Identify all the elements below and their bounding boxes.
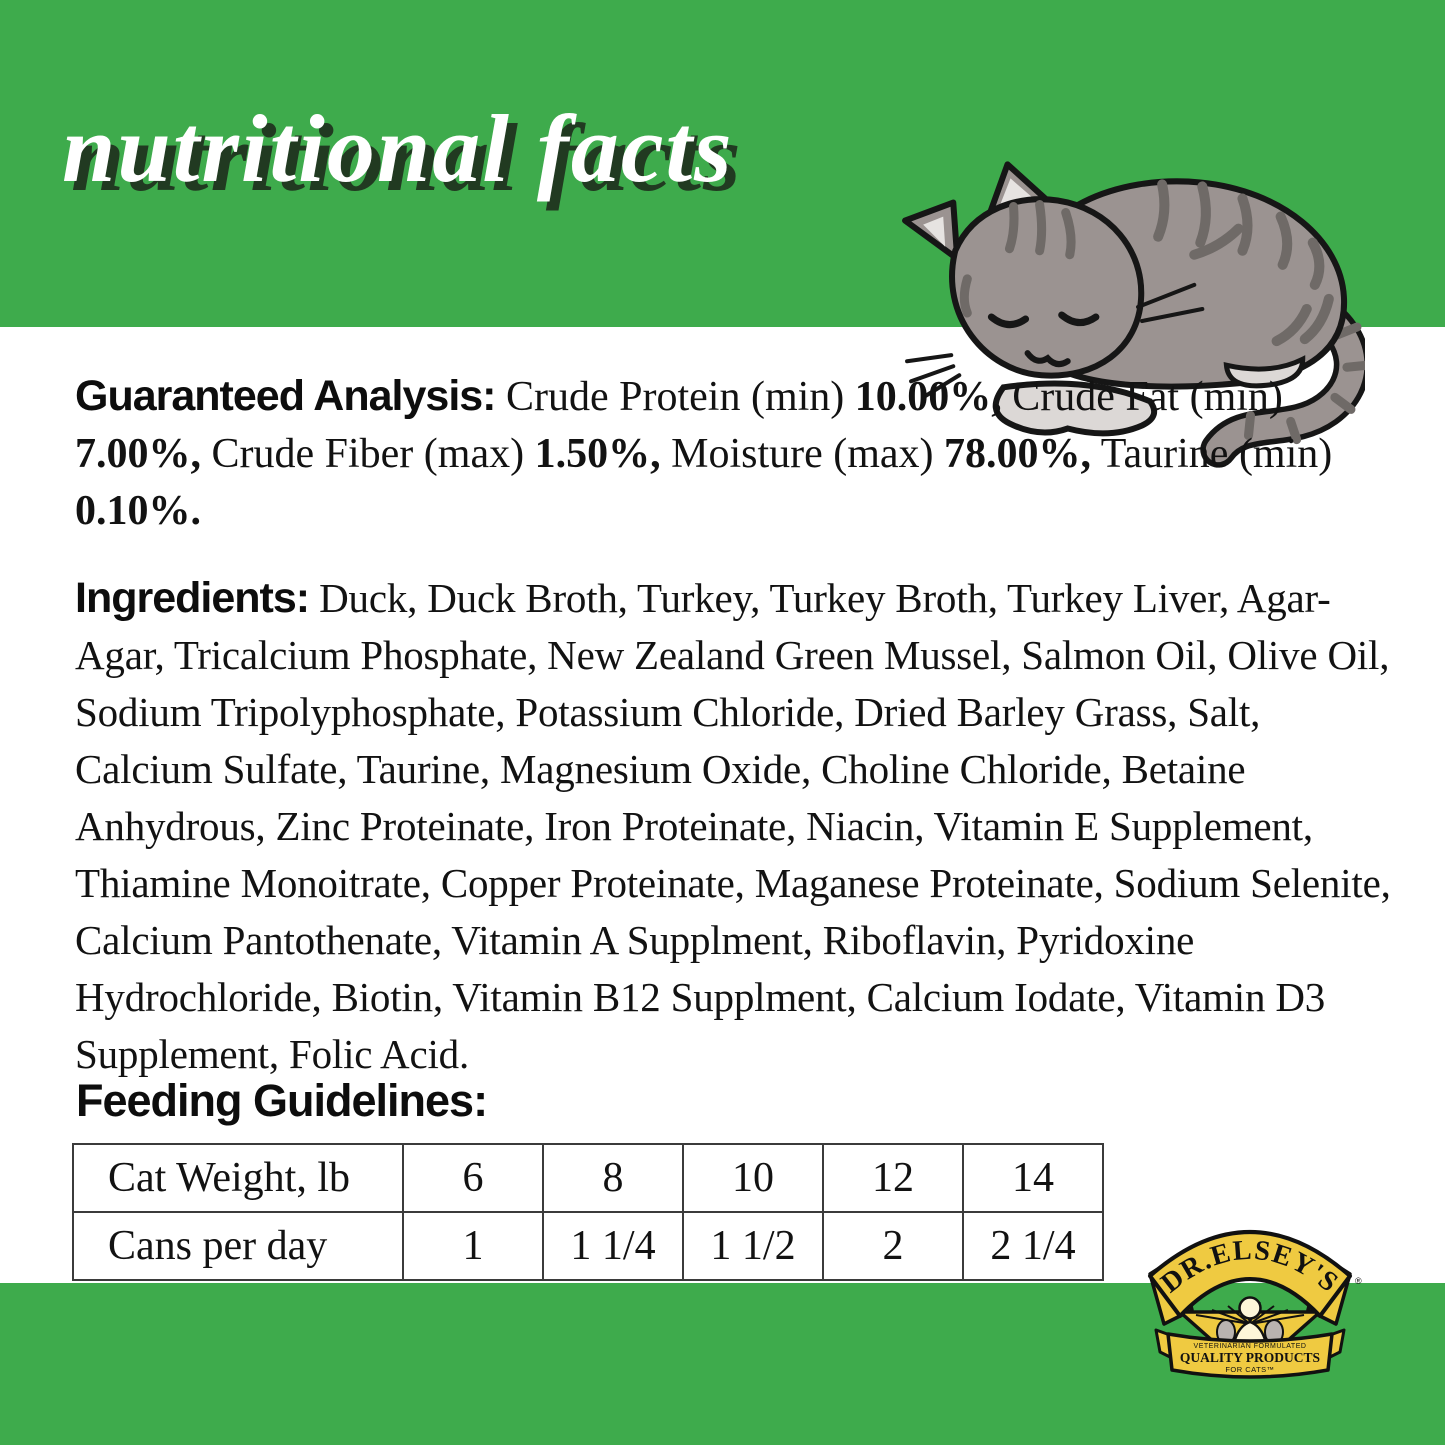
guaranteed-analysis-paragraph: Guaranteed Analysis: Crude Protein (min)… [75,368,1397,540]
ingredients-label: Ingredients: [75,574,310,622]
sleeping-cat-illustration [902,161,1365,468]
guaranteed-analysis-label: Guaranteed Analysis: [75,372,496,420]
cat-tail [1200,290,1365,468]
cans-value-cell: 2 1/4 [962,1211,1104,1281]
logo-man-head [1238,1296,1262,1320]
crude-fiber-max-value: 1.50%, [534,431,661,477]
weight-value-cell: 6 [402,1143,544,1213]
ribbon-bottom-text: FOR CATS™ [1225,1365,1274,1374]
weight-value-cell: 8 [542,1143,684,1213]
feeding-guidelines-table: Cat Weight, lb 6 8 10 12 14 Cans per day… [72,1143,1104,1281]
cat-whiskers [905,282,1205,400]
cat-forehead-stripes [959,200,1076,318]
weight-value-cell: 12 [822,1143,964,1213]
ribbon-top-text: VETERINARIAN FORMULATED [1194,1343,1307,1350]
weight-value-cell: 14 [962,1143,1104,1213]
moisture-max-value: 78.00%, [944,431,1092,477]
feeding-guidelines-section: Feeding Guidelines: Cat Weight, lb 6 8 1… [72,1075,1104,1281]
cans-value-cell: 2 [822,1211,964,1281]
cat-front-paws [992,380,1158,437]
feeding-guidelines-heading: Feeding Guidelines: [76,1075,488,1126]
table-row-cans-per-day: Cans per day 1 1 1/4 1 1/2 2 2 1/4 [72,1211,1104,1281]
cans-value-cell: 1 1/2 [682,1211,824,1281]
cans-value-cell: 1 1/4 [542,1211,684,1281]
ga-text-crude-fiber: Crude Fiber (max) [201,431,535,477]
registered-mark: ® [1355,1276,1362,1286]
crude-fat-min-value: 7.00%, [75,431,201,477]
ingredients-text: Duck, Duck Broth, Turkey, Turkey Broth, … [75,575,1391,1077]
page-title: nutritional facts [62,95,734,202]
ga-text-taurine: Taurine (min) [1091,431,1333,477]
crude-protein-min-value: 10.00%, [854,374,1002,420]
ga-text-crude-fat: Crude Fat (min) [1001,374,1283,420]
ga-text-moisture: Moisture (max) [660,431,945,477]
cat-head [902,161,1205,400]
weight-value-cell: 10 [682,1143,824,1213]
ga-text-crude-protein: Crude Protein (min) [495,374,855,420]
dr-elseys-logo: DR.ELSEY'S ® VETERINARIAN FORMULATED QUA… [1148,1230,1362,1379]
logo-ribbon: VETERINARIAN FORMULATED QUALITY PRODUCTS… [1154,1328,1346,1379]
ribbon-main-text: QUALITY PRODUCTS [1180,1350,1320,1365]
cat-weight-row-label: Cat Weight, lb [72,1143,404,1213]
table-row-cat-weight: Cat Weight, lb 6 8 10 12 14 [72,1143,1104,1213]
cans-value-cell: 1 [402,1211,544,1281]
cans-per-day-row-label: Cans per day [72,1211,404,1281]
ingredients-paragraph: Ingredients: Duck, Duck Broth, Turkey, T… [75,570,1397,1083]
cat-hind-paw [1223,355,1306,389]
taurine-min-value: 0.10%. [75,488,201,534]
cat-closed-eyes [987,311,1100,329]
cat-body-stripes [1153,179,1334,347]
cat-mouth [1024,350,1071,368]
